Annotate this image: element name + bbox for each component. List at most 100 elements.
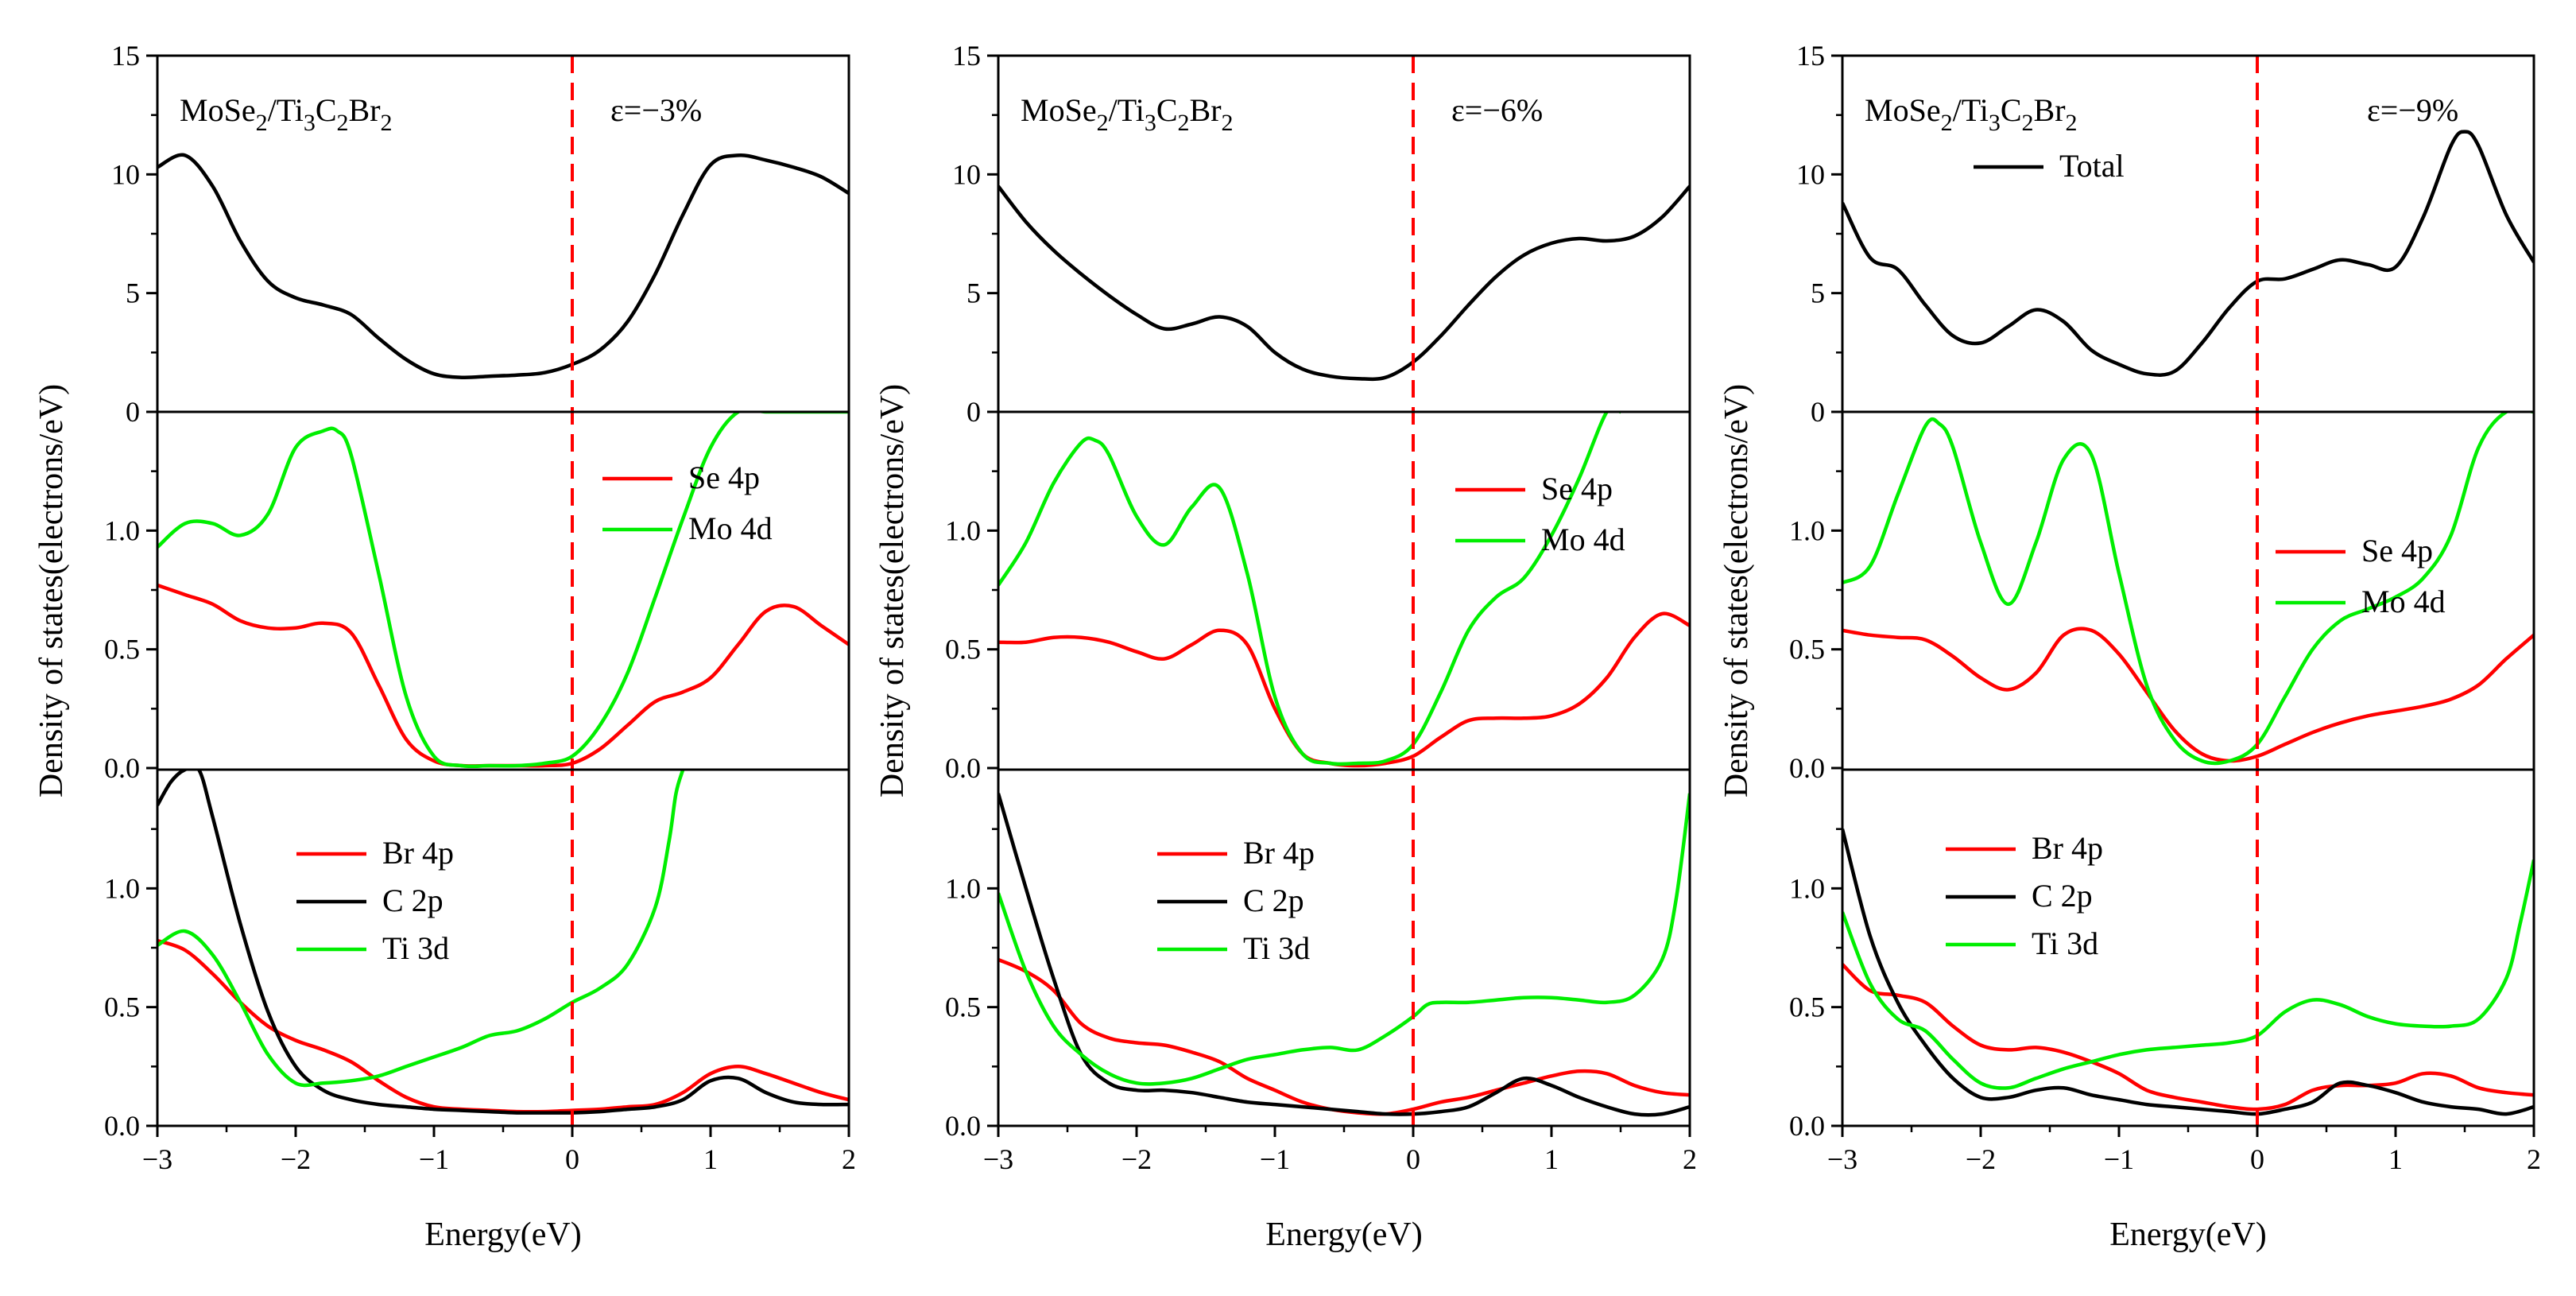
series-line-total bbox=[1842, 130, 2534, 377]
y-tick-label: 10 bbox=[1796, 158, 1825, 190]
title-part: Br bbox=[1190, 92, 1222, 128]
chart-title: MoSe2/Ti3C2Br2 bbox=[1021, 92, 1234, 136]
x-tick-label: 0 bbox=[565, 1143, 579, 1175]
series-line-ti-3d bbox=[157, 770, 685, 1088]
y-tick-label: 15 bbox=[111, 40, 140, 72]
x-tick-label: −1 bbox=[1260, 1143, 1290, 1175]
plot-frame bbox=[156, 54, 850, 1127]
x-axis-label: Energy(eV) bbox=[2109, 1216, 2266, 1253]
y-tick-label: 1.0 bbox=[104, 872, 140, 904]
panel-middle-lines bbox=[998, 412, 1690, 768]
y-tick-label: 15 bbox=[1796, 40, 1825, 72]
panel-total-lines bbox=[998, 184, 1690, 382]
title-subscript: 2 bbox=[256, 110, 268, 136]
series-line-mo-4d bbox=[1842, 412, 2534, 766]
title-subscript: 3 bbox=[1145, 110, 1156, 136]
x-tick-label: −3 bbox=[142, 1143, 172, 1175]
y-axis-label: Density of states(electrons/eV) bbox=[1718, 384, 1755, 797]
x-tick-label: −2 bbox=[1966, 1143, 1996, 1175]
series-line-mo-4d bbox=[157, 412, 849, 768]
title-part: C bbox=[2001, 92, 2022, 128]
y-tick-label: 0.0 bbox=[945, 752, 981, 784]
legend-label: Br 4p bbox=[2032, 830, 2103, 866]
x-tick-label: −3 bbox=[983, 1143, 1013, 1175]
series-line-mo-4d bbox=[998, 412, 1621, 766]
y-tick-label: 0.0 bbox=[1789, 1110, 1825, 1142]
panel-total-lines bbox=[157, 153, 849, 380]
y-tick-label: 10 bbox=[952, 158, 981, 190]
y-tick-label: 0 bbox=[126, 396, 140, 428]
legend-label: C 2p bbox=[2032, 878, 2093, 914]
legend-label: Ti 3d bbox=[382, 930, 449, 966]
title-part: C bbox=[316, 92, 337, 128]
title-subscript: 2 bbox=[2022, 110, 2034, 136]
x-tick-label: −2 bbox=[1121, 1143, 1152, 1175]
title-part: /Ti bbox=[1953, 92, 1989, 128]
panel-middle-lines bbox=[1842, 412, 2534, 766]
x-tick-label: 2 bbox=[842, 1143, 856, 1175]
x-tick-label: −1 bbox=[419, 1143, 449, 1175]
plot-frame bbox=[997, 54, 1691, 1127]
x-tick-label: 2 bbox=[2527, 1143, 2541, 1175]
x-tick-label: 0 bbox=[1406, 1143, 1420, 1175]
title-part: Br bbox=[349, 92, 381, 128]
y-tick-label: 1.0 bbox=[1789, 514, 1825, 546]
title-part: C bbox=[1156, 92, 1178, 128]
legend-label: Total bbox=[2059, 148, 2125, 184]
x-tick-label: 0 bbox=[2250, 1143, 2264, 1175]
panel-bottom-lines bbox=[157, 770, 849, 1115]
y-tick-label: 0.0 bbox=[1789, 752, 1825, 784]
y-tick-label: 0.5 bbox=[1789, 991, 1825, 1023]
series-line-se-4p bbox=[157, 583, 849, 768]
x-tick-label: 1 bbox=[703, 1143, 718, 1175]
y-tick-label: 1.0 bbox=[104, 514, 140, 546]
y-tick-label: 15 bbox=[952, 40, 981, 72]
strain-label: ε=−3% bbox=[610, 92, 702, 128]
title-part: MoSe bbox=[1021, 92, 1097, 128]
chart-1: 0 5 10 15 0.0 0.5 1.0 0.0 0.5 1.0 −3 −2 −1 0 1 2 Energy(… bbox=[33, 40, 856, 1253]
series-line-br-4p bbox=[1842, 963, 2534, 1112]
series-line-br-4p bbox=[157, 938, 849, 1114]
x-tick-label: 1 bbox=[2388, 1143, 2403, 1175]
y-tick-label: 0.0 bbox=[104, 752, 140, 784]
chart-2: 0 5 10 15 0.0 0.5 1.0 0.0 0.5 1.0 −3 −2 −1 0 1 2 Energy(… bbox=[874, 40, 1697, 1253]
x-tick-label: 2 bbox=[1683, 1143, 1697, 1175]
title-subscript: 2 bbox=[1097, 110, 1109, 136]
y-tick-label: 1.0 bbox=[1789, 872, 1825, 904]
legend-label: C 2p bbox=[382, 883, 444, 918]
panel-middle-lines bbox=[157, 412, 849, 768]
x-tick-label: −2 bbox=[281, 1143, 311, 1175]
y-tick-label: 0 bbox=[1811, 396, 1825, 428]
strain-label: ε=−9% bbox=[2367, 92, 2458, 128]
legend-label: Se 4p bbox=[1541, 471, 1613, 506]
y-axis-label: Density of states(electrons/eV) bbox=[33, 384, 70, 797]
legend-label: Br 4p bbox=[1243, 835, 1315, 871]
y-tick-label: 5 bbox=[126, 277, 140, 309]
chart-title: MoSe2/Ti3C2Br2 bbox=[180, 92, 393, 136]
title-subscript: 2 bbox=[381, 110, 393, 136]
legend-label: C 2p bbox=[1243, 883, 1304, 918]
series-line-c-2p bbox=[998, 793, 1690, 1117]
series-line-ti-3d bbox=[998, 793, 1690, 1086]
x-tick-label: −3 bbox=[1827, 1143, 1857, 1175]
legend-label: Ti 3d bbox=[1243, 930, 1310, 966]
strain-label: ε=−6% bbox=[1451, 92, 1543, 128]
y-tick-label: 1.0 bbox=[945, 514, 981, 546]
y-tick-label: 5 bbox=[1811, 277, 1825, 309]
title-subscript: 2 bbox=[2066, 110, 2078, 136]
series-line-ti-3d bbox=[1842, 859, 2534, 1090]
legend-label: Mo 4d bbox=[1541, 522, 1625, 557]
title-subscript: 2 bbox=[1178, 110, 1190, 136]
y-tick-label: 0.5 bbox=[1789, 634, 1825, 665]
series-line-se-4p bbox=[998, 611, 1690, 768]
title-subscript: 3 bbox=[304, 110, 316, 136]
y-tick-label: 0.5 bbox=[104, 991, 140, 1023]
y-tick-label: 0.0 bbox=[104, 1110, 140, 1142]
y-tick-label: 0.5 bbox=[945, 991, 981, 1023]
y-tick-label: 0.5 bbox=[104, 634, 140, 665]
series-line-br-4p bbox=[998, 957, 1690, 1116]
title-subscript: 2 bbox=[337, 110, 349, 136]
series-line-total bbox=[157, 153, 849, 380]
y-tick-label: 10 bbox=[111, 158, 140, 190]
